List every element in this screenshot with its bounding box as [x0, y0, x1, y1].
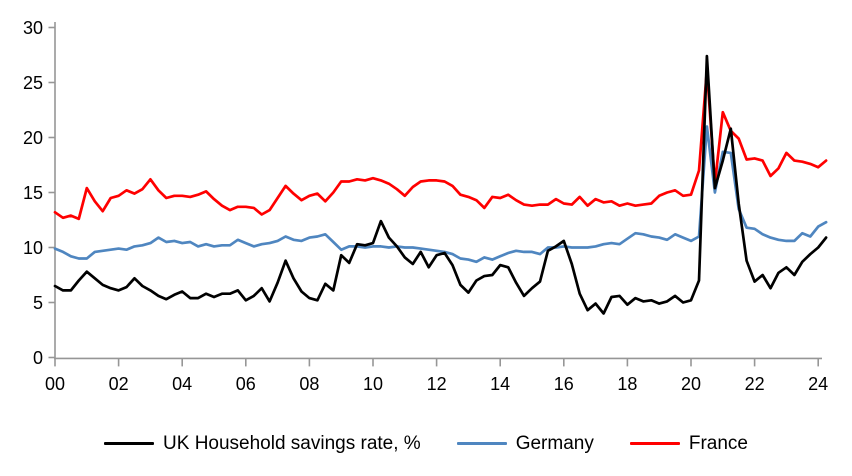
legend-line-sample-uk — [104, 441, 155, 445]
x-tick-label: 06 — [236, 374, 256, 394]
x-tick-label: 20 — [681, 374, 701, 394]
series-line-uk — [53, 54, 828, 315]
legend-item-germany: Germany — [456, 432, 594, 454]
legend-line-sample-france — [629, 441, 680, 445]
x-tick-label: 08 — [299, 374, 319, 394]
legend-item-france: France — [629, 432, 748, 454]
x-tick-label: 14 — [490, 374, 510, 394]
legend-label-france: France — [688, 432, 748, 454]
x-tick-label: 18 — [617, 374, 637, 394]
legend-item-uk: UK Household savings rate, % — [104, 434, 421, 453]
x-tick-label: 12 — [427, 374, 447, 394]
y-tick-label: 30 — [23, 18, 43, 38]
legend-label-germany: Germany — [515, 432, 594, 454]
x-tick-label: 22 — [745, 374, 765, 394]
y-tick-label: 15 — [23, 183, 43, 203]
y-tick-label: 5 — [33, 293, 43, 313]
x-tick-label: 00 — [45, 374, 65, 394]
x-tick-label: 10 — [363, 374, 383, 394]
y-tick-label: 25 — [23, 73, 43, 93]
x-tick-label: 16 — [554, 374, 574, 394]
y-tick-label: 0 — [33, 348, 43, 368]
legend-line-sample-germany — [456, 441, 507, 445]
plot-canvas: 0 5 10 15 20 25 30 00 02 04 06 08 10 12 14 16 18 20 22 24 — [23, 18, 828, 394]
series-line-france — [53, 67, 828, 221]
chart-legend: UK Household savings rate, % Germany Fra… — [0, 427, 852, 459]
y-tick-label: 10 — [23, 238, 43, 258]
series-line-germany — [53, 125, 828, 264]
y-tick-label: 20 — [23, 128, 43, 148]
x-tick-label: 04 — [172, 374, 192, 394]
x-tick-label: 24 — [808, 374, 828, 394]
legend-label-uk: UK Household savings rate, % — [163, 432, 421, 454]
x-tick-label: 02 — [109, 374, 129, 394]
